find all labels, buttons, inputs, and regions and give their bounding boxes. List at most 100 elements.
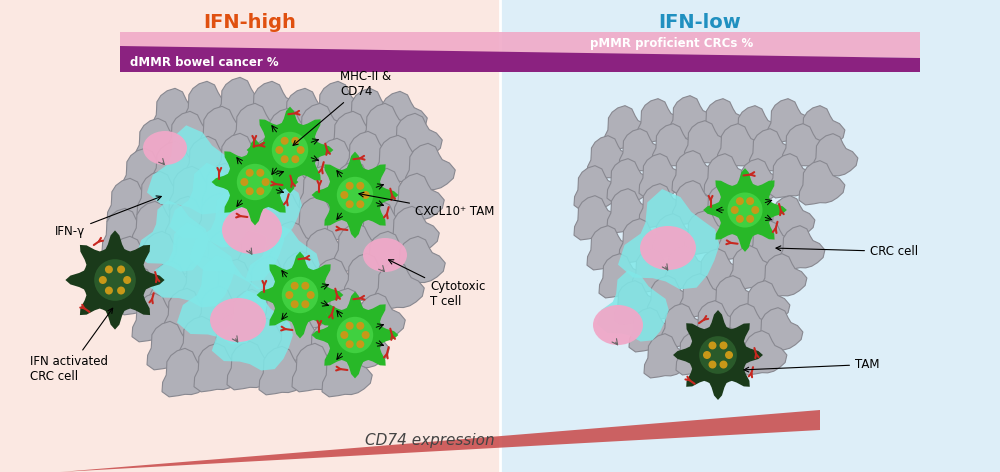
Polygon shape [669, 96, 715, 140]
Polygon shape [292, 343, 342, 392]
Polygon shape [749, 221, 795, 265]
Circle shape [256, 187, 264, 195]
Polygon shape [405, 143, 455, 192]
Polygon shape [282, 88, 332, 137]
Polygon shape [302, 228, 352, 277]
Polygon shape [709, 328, 755, 372]
Polygon shape [619, 129, 665, 173]
Polygon shape [604, 106, 650, 150]
Polygon shape [185, 136, 235, 185]
Polygon shape [162, 348, 212, 397]
Polygon shape [212, 313, 262, 362]
Circle shape [105, 265, 113, 273]
Text: IFN-γ: IFN-γ [55, 196, 161, 238]
Polygon shape [190, 188, 284, 281]
Polygon shape [344, 253, 394, 302]
Polygon shape [149, 261, 199, 310]
Circle shape [240, 178, 248, 186]
Polygon shape [117, 266, 167, 315]
Ellipse shape [640, 226, 696, 270]
Polygon shape [703, 168, 787, 252]
Polygon shape [741, 331, 787, 375]
Text: Cytotoxic
T cell: Cytotoxic T cell [389, 260, 485, 308]
Polygon shape [223, 161, 302, 239]
Polygon shape [237, 227, 287, 275]
Polygon shape [597, 270, 669, 342]
Polygon shape [365, 231, 415, 280]
Polygon shape [607, 159, 653, 203]
Circle shape [246, 187, 254, 195]
Polygon shape [297, 103, 347, 152]
Polygon shape [599, 253, 645, 298]
Circle shape [282, 277, 318, 313]
Bar [500, 0, 1000, 472]
Polygon shape [364, 169, 414, 217]
Polygon shape [673, 310, 763, 400]
Polygon shape [257, 252, 343, 338]
Polygon shape [734, 106, 780, 150]
Polygon shape [782, 124, 828, 168]
Polygon shape [102, 208, 152, 257]
Polygon shape [574, 166, 620, 210]
Polygon shape [779, 226, 825, 270]
Circle shape [94, 259, 136, 301]
Polygon shape [177, 255, 267, 345]
Text: MHC-II &
CD74: MHC-II & CD74 [293, 70, 391, 145]
Polygon shape [262, 287, 312, 335]
Polygon shape [164, 288, 214, 337]
Polygon shape [277, 313, 327, 362]
Circle shape [699, 336, 737, 374]
Polygon shape [639, 184, 685, 228]
Circle shape [362, 331, 370, 339]
Circle shape [362, 191, 370, 199]
Circle shape [340, 331, 348, 339]
Circle shape [746, 215, 754, 223]
Polygon shape [202, 163, 252, 212]
Circle shape [356, 340, 364, 348]
Circle shape [297, 146, 305, 154]
Circle shape [720, 341, 728, 349]
Polygon shape [362, 103, 412, 152]
Polygon shape [60, 410, 820, 472]
Circle shape [117, 287, 125, 295]
Polygon shape [355, 293, 405, 342]
Polygon shape [374, 261, 424, 310]
Polygon shape [392, 113, 442, 162]
Polygon shape [245, 224, 320, 297]
Polygon shape [639, 154, 685, 198]
Polygon shape [107, 236, 157, 285]
Circle shape [708, 361, 716, 369]
Polygon shape [184, 81, 234, 130]
Circle shape [301, 300, 309, 308]
Polygon shape [137, 200, 209, 271]
Polygon shape [761, 253, 807, 298]
Polygon shape [737, 189, 783, 233]
Circle shape [356, 200, 364, 208]
Polygon shape [152, 141, 202, 190]
Circle shape [731, 206, 739, 214]
Polygon shape [799, 106, 845, 150]
Polygon shape [247, 256, 297, 305]
Polygon shape [694, 301, 740, 345]
Polygon shape [717, 216, 763, 260]
Polygon shape [652, 124, 698, 168]
Polygon shape [312, 292, 398, 379]
Polygon shape [179, 316, 229, 365]
Polygon shape [169, 163, 255, 247]
Polygon shape [332, 161, 382, 210]
Polygon shape [322, 348, 372, 397]
Ellipse shape [363, 238, 407, 272]
Text: IFN-high: IFN-high [204, 12, 296, 32]
Polygon shape [359, 202, 409, 250]
Circle shape [246, 169, 254, 177]
Circle shape [703, 351, 711, 359]
Text: dMMR bowel cancer %: dMMR bowel cancer % [130, 56, 279, 68]
Polygon shape [769, 196, 815, 240]
Polygon shape [629, 308, 675, 352]
Polygon shape [394, 173, 444, 222]
Polygon shape [702, 99, 748, 143]
Polygon shape [744, 281, 790, 325]
Polygon shape [249, 136, 299, 185]
Polygon shape [120, 46, 920, 72]
Polygon shape [712, 276, 758, 320]
